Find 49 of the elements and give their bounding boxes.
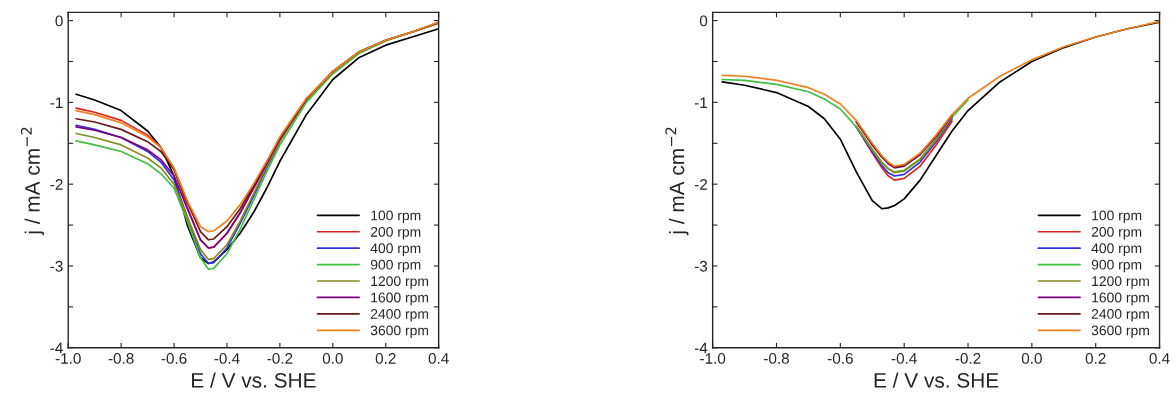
y-axis-title: j / mA cm$^{−2}$ — [20, 127, 44, 236]
line-series — [721, 21, 1160, 210]
x-tick-label: -0.6 — [827, 353, 853, 364]
x-tick-label: -0.2 — [267, 353, 293, 364]
y-tick-label: 0 — [55, 15, 63, 27]
y-axis-title: j / mA cm$^{−2}$ — [665, 127, 689, 236]
y-tick-label: -3 — [694, 260, 708, 272]
x-tick-label: -0.4 — [214, 353, 240, 364]
x-tick-label: -0.8 — [108, 353, 134, 364]
legend-label: 100 rpm — [371, 210, 421, 224]
y-tick-label: -4 — [50, 342, 63, 354]
legend-label: 400 rpm — [1091, 243, 1142, 256]
legend-label: 2400 rpm — [1091, 309, 1149, 322]
y-tick-label: -2 — [694, 179, 708, 190]
legend-label: 900 rpm — [1091, 259, 1142, 273]
legend-label: 200 rpm — [1091, 226, 1142, 240]
x-axis-title: E / V vs. SHE — [874, 372, 999, 388]
y-tick-label: -1 — [50, 97, 63, 108]
x-axis-title: E / V vs. SHE — [192, 372, 316, 388]
legend-label: 200 rpm — [370, 226, 421, 240]
legend-label: 100 rpm — [1092, 210, 1142, 224]
x-tick-label: 0.4 — [428, 353, 449, 364]
legend-label: 900 rpm — [370, 259, 421, 273]
x-tick-label: -1.0 — [55, 353, 81, 364]
x-tick-label: 0.0 — [322, 353, 343, 364]
legend-label: 2400 rpm — [370, 309, 429, 322]
x-tick-label: -0.8 — [764, 353, 789, 364]
legend-label: 400 rpm — [370, 243, 421, 256]
y-tick-label: 0 — [699, 15, 708, 27]
legend-label: 3600 rpm — [370, 325, 429, 339]
legend-label: 3600 rpm — [1091, 325, 1149, 339]
x-tick-label: -1.0 — [700, 353, 726, 364]
x-tick-label: 0.4 — [1149, 353, 1170, 364]
y-tick-label: -2 — [50, 179, 63, 190]
x-tick-label: -0.6 — [161, 353, 187, 364]
legend-label: 1600 rpm — [1092, 292, 1149, 306]
y-tick-label: -3 — [50, 260, 63, 272]
y-tick-label: -4 — [694, 342, 708, 354]
legend-label: 1600 rpm — [371, 292, 429, 306]
legend-label: 1200 rpm — [1092, 276, 1149, 289]
x-tick-label: 0.0 — [1021, 353, 1042, 364]
x-tick-label: -0.2 — [955, 353, 981, 364]
line-series — [721, 20, 1160, 168]
x-tick-label: 0.2 — [1085, 353, 1106, 364]
x-tick-label: -0.4 — [891, 353, 917, 364]
legend-label: 1200 rpm — [371, 276, 429, 289]
x-tick-label: 0.2 — [375, 353, 396, 364]
line-series — [721, 78, 969, 173]
y-tick-label: -1 — [694, 97, 708, 108]
